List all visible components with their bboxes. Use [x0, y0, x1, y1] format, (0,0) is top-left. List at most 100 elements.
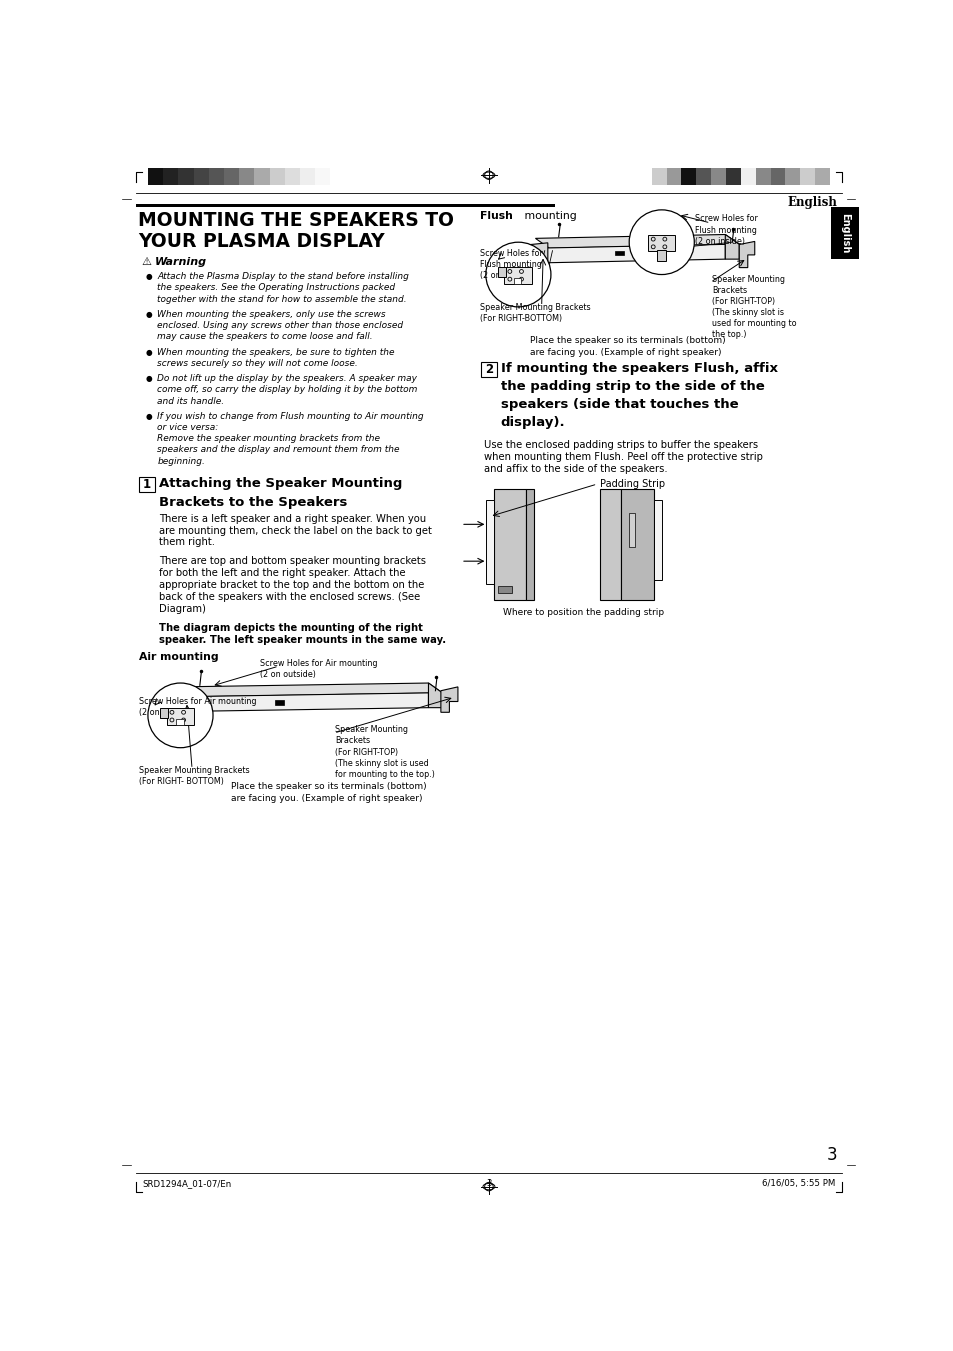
- Text: When mounting the speakers, only use the screws: When mounting the speakers, only use the…: [157, 309, 385, 319]
- Text: the padding strip to the side of the: the padding strip to the side of the: [500, 380, 763, 393]
- Text: There are top and bottom speaker mounting brackets: There are top and bottom speaker mountin…: [158, 557, 425, 566]
- Bar: [160, 708, 168, 717]
- Text: and its handle.: and its handle.: [157, 397, 224, 405]
- Polygon shape: [172, 693, 192, 713]
- Text: Diagram): Diagram): [158, 604, 206, 613]
- Text: enclosed. Using any screws other than those enclosed: enclosed. Using any screws other than th…: [157, 322, 403, 330]
- Bar: [299, 169, 314, 185]
- Bar: [254, 169, 270, 185]
- Bar: [193, 169, 209, 185]
- Text: Speaker Mounting
Brackets
(For RIGHT-TOP)
(The skinny slot is used
for mounting : Speaker Mounting Brackets (For RIGHT-TOP…: [335, 725, 435, 778]
- Bar: [284, 169, 299, 185]
- Bar: [680, 169, 696, 185]
- Text: ●: ●: [146, 273, 152, 281]
- Text: Screw Holes for
Flush mounting
(2 on inside): Screw Holes for Flush mounting (2 on ins…: [479, 249, 542, 280]
- Bar: [800, 169, 814, 185]
- Bar: [139, 477, 154, 493]
- Text: MOUNTING THE SPEAKERS TO: MOUNTING THE SPEAKERS TO: [137, 211, 454, 230]
- Bar: [497, 267, 505, 277]
- Text: Speaker Mounting Brackets
(For RIGHT- BOTTOM): Speaker Mounting Brackets (For RIGHT- BO…: [139, 766, 250, 786]
- Text: Use the enclosed padding strips to buffer the speakers: Use the enclosed padding strips to buffe…: [483, 440, 757, 450]
- Bar: [654, 500, 661, 580]
- Text: 1: 1: [143, 478, 152, 492]
- Polygon shape: [180, 693, 428, 712]
- Text: together with the stand for how to assemble the stand.: together with the stand for how to assem…: [157, 295, 406, 304]
- Bar: [725, 169, 740, 185]
- Bar: [239, 169, 254, 185]
- Text: when mounting them Flush. Peel off the protective strip: when mounting them Flush. Peel off the p…: [483, 453, 761, 462]
- Text: YOUR PLASMA DISPLAY: YOUR PLASMA DISPLAY: [137, 232, 384, 251]
- Text: Brackets to the Speakers: Brackets to the Speakers: [158, 496, 347, 508]
- Circle shape: [148, 684, 213, 747]
- Bar: [513, 278, 521, 284]
- Bar: [666, 169, 680, 185]
- Text: Attaching the Speaker Mounting: Attaching the Speaker Mounting: [158, 477, 402, 490]
- Text: are mounting them, check the label on the back to get: are mounting them, check the label on th…: [158, 526, 431, 535]
- Text: English: English: [839, 212, 849, 253]
- Bar: [770, 169, 784, 185]
- Text: beginning.: beginning.: [157, 457, 205, 466]
- Bar: [178, 169, 193, 185]
- Text: come off, so carry the display by holding it by the bottom: come off, so carry the display by holdin…: [157, 385, 417, 394]
- Text: Do not lift up the display by the speakers. A speaker may: Do not lift up the display by the speake…: [157, 374, 416, 384]
- Circle shape: [485, 242, 550, 307]
- Bar: [330, 169, 345, 185]
- Text: speaker. The left speaker mounts in the same way.: speaker. The left speaker mounts in the …: [158, 635, 445, 644]
- Bar: [148, 169, 163, 185]
- Text: Place the speaker so its terminals (bottom)
are facing you. (Example of right sp: Place the speaker so its terminals (bott…: [530, 336, 725, 357]
- Text: The diagram depicts the mounting of the right: The diagram depicts the mounting of the …: [158, 623, 422, 634]
- Bar: [629, 513, 635, 547]
- Text: may cause the speakers to come loose and fall.: may cause the speakers to come loose and…: [157, 332, 373, 342]
- Text: Speaker Mounting
Brackets
(For RIGHT-TOP)
(The skinny slot is
used for mounting : Speaker Mounting Brackets (For RIGHT-TOP…: [711, 274, 796, 339]
- Text: Screw Holes for Air mounting
(2 on outside): Screw Holes for Air mounting (2 on outsi…: [139, 697, 256, 717]
- Text: mounting: mounting: [520, 211, 576, 220]
- Bar: [830, 207, 858, 259]
- Bar: [224, 169, 239, 185]
- Bar: [504, 267, 531, 284]
- Bar: [136, 204, 555, 207]
- Text: Padding Strip: Padding Strip: [599, 478, 664, 489]
- Bar: [710, 169, 725, 185]
- Polygon shape: [535, 245, 724, 263]
- Text: Flush: Flush: [479, 211, 512, 220]
- Bar: [209, 169, 224, 185]
- Bar: [657, 250, 666, 262]
- Text: Screw Holes for Air mounting
(2 on outside): Screw Holes for Air mounting (2 on outsi…: [260, 659, 377, 680]
- Text: SRD1294A_01-07/En: SRD1294A_01-07/En: [142, 1179, 232, 1189]
- Text: screws securely so they will not come loose.: screws securely so they will not come lo…: [157, 359, 357, 367]
- Text: speakers (side that touches the: speakers (side that touches the: [500, 397, 738, 411]
- Polygon shape: [180, 684, 442, 697]
- Text: speakers and the display and remount them from the: speakers and the display and remount the…: [157, 446, 399, 454]
- Text: for both the left and the right speaker. Attach the: for both the left and the right speaker.…: [158, 567, 405, 578]
- Text: ●: ●: [146, 412, 152, 422]
- Bar: [599, 489, 620, 600]
- Text: display).: display).: [500, 416, 564, 428]
- Text: 2: 2: [484, 363, 493, 376]
- Text: English: English: [787, 196, 837, 209]
- Text: Warning: Warning: [154, 257, 207, 267]
- Text: ●: ●: [146, 309, 152, 319]
- Bar: [270, 169, 284, 185]
- Text: appropriate bracket to the top and the bottom on the: appropriate bracket to the top and the b…: [158, 580, 424, 590]
- Text: If mounting the speakers Flush, affix: If mounting the speakers Flush, affix: [500, 362, 777, 374]
- Bar: [163, 169, 178, 185]
- Bar: [274, 700, 284, 705]
- Bar: [175, 719, 183, 724]
- Polygon shape: [428, 684, 442, 708]
- Bar: [755, 169, 770, 185]
- Polygon shape: [724, 235, 739, 259]
- Bar: [615, 251, 624, 255]
- Text: 3: 3: [486, 1179, 491, 1189]
- Bar: [493, 489, 525, 600]
- Bar: [314, 169, 330, 185]
- Polygon shape: [524, 243, 547, 265]
- Text: Speaker Mounting Brackets
(For RIGHT-BOTTOM): Speaker Mounting Brackets (For RIGHT-BOT…: [479, 303, 590, 323]
- Text: Air mounting: Air mounting: [139, 653, 219, 662]
- Text: and affix to the side of the speakers.: and affix to the side of the speakers.: [483, 463, 666, 474]
- Text: Remove the speaker mounting brackets from the: Remove the speaker mounting brackets fro…: [157, 434, 380, 443]
- Bar: [167, 708, 193, 724]
- Text: When mounting the speakers, be sure to tighten the: When mounting the speakers, be sure to t…: [157, 347, 395, 357]
- Bar: [647, 235, 674, 251]
- Text: There is a left speaker and a right speaker. When you: There is a left speaker and a right spea…: [158, 513, 425, 524]
- Text: the speakers. See the Operating Instructions packed: the speakers. See the Operating Instruct…: [157, 284, 395, 292]
